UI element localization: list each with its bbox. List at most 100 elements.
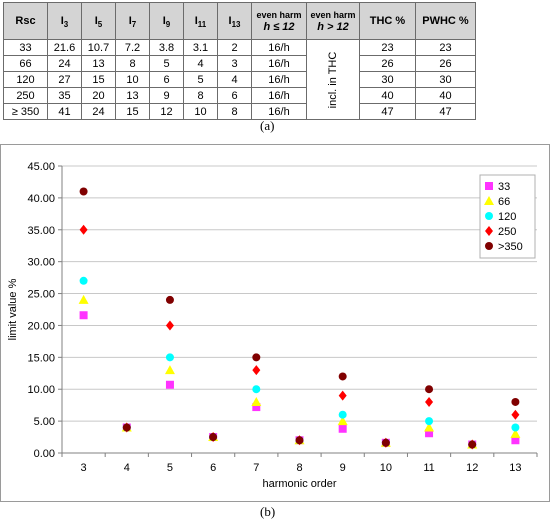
- cell-i5: 15: [81, 71, 116, 88]
- data-point-series-33-x9: [338, 424, 347, 433]
- x-tick-label: 7: [253, 462, 259, 474]
- cell-even: 16/h: [251, 103, 307, 120]
- y-tick-label: 20.00: [27, 320, 55, 332]
- limit-value-scatter-chart: 0.00 5.00 10.00 15.00 20.00 25.00 30.00 35.00 40…: [0, 144, 550, 502]
- cell-i13: 4: [217, 71, 252, 88]
- x-tick-label: 5: [167, 462, 173, 474]
- legend-marker: [485, 226, 493, 236]
- data-point-series-66-x5: [164, 365, 175, 375]
- caption-b: (b): [260, 504, 276, 519]
- data-point-series-250-x9: [338, 390, 347, 401]
- x-tick-label: 8: [296, 462, 302, 474]
- merged-cell-incl-in-thc: incl. in THC: [306, 39, 360, 120]
- data-point-series-350-x10: [381, 438, 390, 447]
- y-tick-label: 30.00: [27, 257, 55, 269]
- cell-i7: 7.2: [115, 39, 150, 56]
- cell-pwhc: 40: [415, 87, 476, 104]
- cell-i3: 24: [47, 55, 82, 72]
- cell-i11: 4: [183, 55, 218, 72]
- data-point-series-350-x8: [295, 436, 304, 445]
- incl-in-thc-label: incl. in THC: [327, 51, 339, 108]
- cell-even: 16/h: [251, 55, 307, 72]
- data-point-series-33-x5: [165, 380, 174, 389]
- harmonic-limits-table: Rsc I3 I5 I7 I9 I11 I13 even harm h ≤ 12 …: [3, 2, 476, 120]
- data-point-series-250-x13: [511, 409, 520, 420]
- caption-a: (a): [260, 118, 275, 133]
- cell-i3: 35: [47, 87, 82, 104]
- legend-entry-label: 33: [498, 181, 510, 193]
- header-even-gt-12: even harm h > 12: [306, 2, 360, 40]
- cell-pwhc: 26: [415, 55, 476, 72]
- data-point-series-350-x4: [122, 423, 131, 432]
- data-point-series-66-x9: [337, 416, 348, 426]
- table-header-row: Rsc I3 I5 I7 I9 I11 I13 even harm h ≤ 12 …: [3, 2, 476, 40]
- cell-i7: 15: [115, 103, 150, 120]
- x-tick-label: 6: [210, 462, 216, 474]
- y-tick-label: 40.00: [27, 193, 55, 205]
- cell-i13: 8: [217, 103, 252, 120]
- y-tick-label: 10.00: [27, 384, 55, 396]
- x-tick-labels: 3 4 5 6 7 8 9 10 11 12 13: [81, 462, 522, 474]
- cell-i7: 13: [115, 87, 150, 104]
- header-i9: I9: [149, 2, 184, 40]
- cell-i3: 21.6: [47, 39, 82, 56]
- cell-i13: 6: [217, 87, 252, 104]
- y-tick-label: 15.00: [27, 352, 55, 364]
- y-axis-title: limit value %: [7, 278, 19, 340]
- cell-i7: 10: [115, 71, 150, 88]
- x-tick-label: 3: [81, 462, 87, 474]
- cell-i5: 20: [81, 87, 116, 104]
- cell-thc: 30: [359, 71, 416, 88]
- legend-entry-label: 250: [498, 226, 516, 238]
- table-row: 120 27 15 10 6 5 4 16/h 30 30: [3, 71, 476, 88]
- cell-i9: 5: [149, 55, 184, 72]
- data-point-series-120-x13: [511, 423, 520, 432]
- cell-pwhc: 23: [415, 39, 476, 56]
- cell-pwhc: 30: [415, 71, 476, 88]
- cell-even: 16/h: [251, 39, 307, 56]
- data-point-series-350-x6: [209, 433, 218, 442]
- x-tick-label: 10: [380, 462, 392, 474]
- y-tick-label: 45.00: [27, 161, 55, 173]
- data-point-series-250-x11: [425, 396, 434, 407]
- header-rsc: Rsc: [3, 2, 48, 40]
- header-pwhc: PWHC %: [415, 2, 476, 40]
- cell-i11: 8: [183, 87, 218, 104]
- cell-rsc: 120: [3, 71, 48, 88]
- x-tick-label: 12: [466, 462, 478, 474]
- cell-i13: 3: [217, 55, 252, 72]
- y-tick-label: 25.00: [27, 289, 55, 301]
- cell-even: 16/h: [251, 87, 307, 104]
- data-point-series-350-x13: [511, 397, 520, 406]
- cell-i11: 5: [183, 71, 218, 88]
- header-i7: I7: [115, 2, 150, 40]
- cell-i9: 9: [149, 87, 184, 104]
- cell-i5: 10.7: [81, 39, 116, 56]
- data-point-series-33-x7: [252, 403, 261, 412]
- y-tick-labels: 0.00 5.00 10.00 15.00 20.00 25.00 30.00 35.00 40…: [27, 161, 55, 460]
- chart-border: [0, 144, 550, 502]
- data-point-series-33-x13: [511, 436, 520, 445]
- cell-thc: 40: [359, 87, 416, 104]
- cell-i5: 24: [81, 103, 116, 120]
- y-tick-label: 5.00: [34, 416, 55, 428]
- header-i5: I5: [81, 2, 116, 40]
- data-point-series-250-x3: [79, 224, 88, 235]
- x-tick-label: 11: [423, 462, 434, 474]
- cell-thc: 47: [359, 103, 416, 120]
- data-point-series-350-x7: [252, 353, 261, 362]
- x-tick-label: 13: [509, 462, 521, 474]
- axes: [58, 165, 538, 457]
- data-point-series-350-x5: [165, 295, 174, 304]
- cell-i11: 10: [183, 103, 218, 120]
- data-point-series-350-x12: [468, 440, 477, 449]
- data-point-series-33-x11: [425, 429, 434, 438]
- table-row: 250 35 20 13 9 8 6 16/h 40 40: [3, 87, 476, 104]
- grid-lines: [62, 165, 537, 422]
- cell-i9: 6: [149, 71, 184, 88]
- cell-i3: 27: [47, 71, 82, 88]
- header-thc: THC %: [359, 2, 416, 40]
- data-point-series-120-x7: [252, 385, 261, 394]
- data-point-series-120-x9: [338, 410, 347, 419]
- legend: 33 66 120 250 >350: [479, 174, 536, 259]
